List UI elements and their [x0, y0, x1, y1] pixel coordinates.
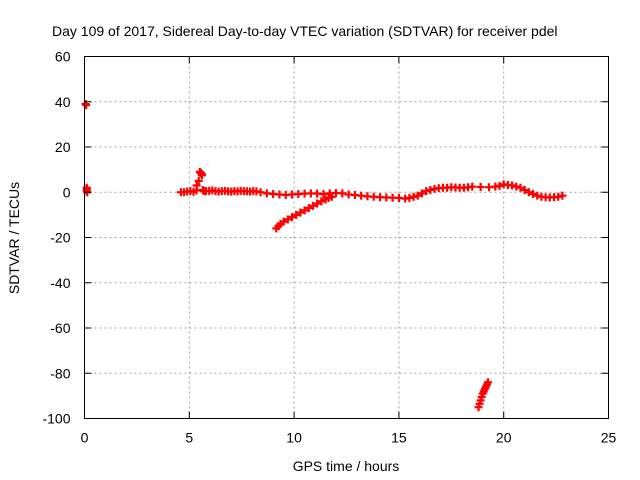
data-point: [554, 192, 563, 201]
data-point: [82, 101, 91, 110]
grid-lines: [84, 56, 609, 419]
data-point: [313, 199, 322, 208]
x-tick-labels: 0 5 10 15 20 25: [81, 430, 617, 446]
data-point: [192, 181, 201, 190]
data-point: [292, 210, 301, 219]
y-tick-label: 20: [55, 139, 71, 155]
data-point: [483, 378, 492, 387]
y-axis-label: SDTVAR / TECUs: [6, 182, 22, 294]
x-tick-label: 25: [601, 430, 617, 446]
data-point: [413, 191, 422, 200]
y-tick-labels: -100 -80 -60 -40 -20 0 20 40 60: [42, 49, 70, 427]
data-point: [426, 185, 435, 194]
x-tick-label: 20: [496, 430, 512, 446]
data-point: [529, 190, 538, 199]
data-point: [283, 215, 292, 224]
axis-ticks: [84, 56, 609, 419]
x-tick-label: 5: [185, 430, 193, 446]
data-point: [558, 191, 567, 200]
data-point: [304, 204, 313, 213]
data-points: [81, 100, 567, 412]
data-point: [409, 192, 418, 201]
y-tick-label: 60: [55, 49, 71, 65]
y-tick-label: -20: [50, 230, 70, 246]
x-tick-label: 10: [286, 430, 302, 446]
chart-title: Day 109 of 2017, Sidereal Day-to-day VTE…: [52, 23, 558, 39]
data-point: [327, 192, 336, 201]
data-point: [468, 182, 477, 191]
y-tick-label: 0: [63, 184, 71, 200]
data-point: [405, 193, 414, 202]
data-point: [279, 217, 288, 226]
data-point: [197, 171, 206, 180]
data-point: [417, 189, 426, 198]
data-point: [533, 191, 542, 200]
data-point: [308, 201, 317, 210]
data-point: [476, 183, 485, 192]
data-point: [524, 188, 533, 197]
data-point: [288, 213, 297, 222]
y-tick-label: -100: [42, 411, 70, 427]
data-point: [256, 188, 265, 197]
data-point: [194, 176, 203, 185]
y-tick-label: -40: [50, 275, 70, 291]
data-point: [338, 189, 347, 198]
data-point: [296, 208, 305, 217]
data-point: [508, 181, 517, 190]
data-point: [516, 183, 525, 192]
data-point: [512, 182, 521, 191]
y-tick-label: -60: [50, 320, 70, 336]
data-point: [520, 185, 529, 194]
data-point: [422, 187, 431, 196]
x-tick-label: 0: [81, 430, 89, 446]
data-point: [495, 181, 504, 190]
y-tick-label: 40: [55, 94, 71, 110]
x-tick-label: 15: [391, 430, 407, 446]
x-axis-label: GPS time / hours: [293, 458, 400, 474]
y-tick-label: -80: [50, 365, 70, 381]
data-point: [300, 206, 309, 215]
data-point: [317, 197, 326, 206]
